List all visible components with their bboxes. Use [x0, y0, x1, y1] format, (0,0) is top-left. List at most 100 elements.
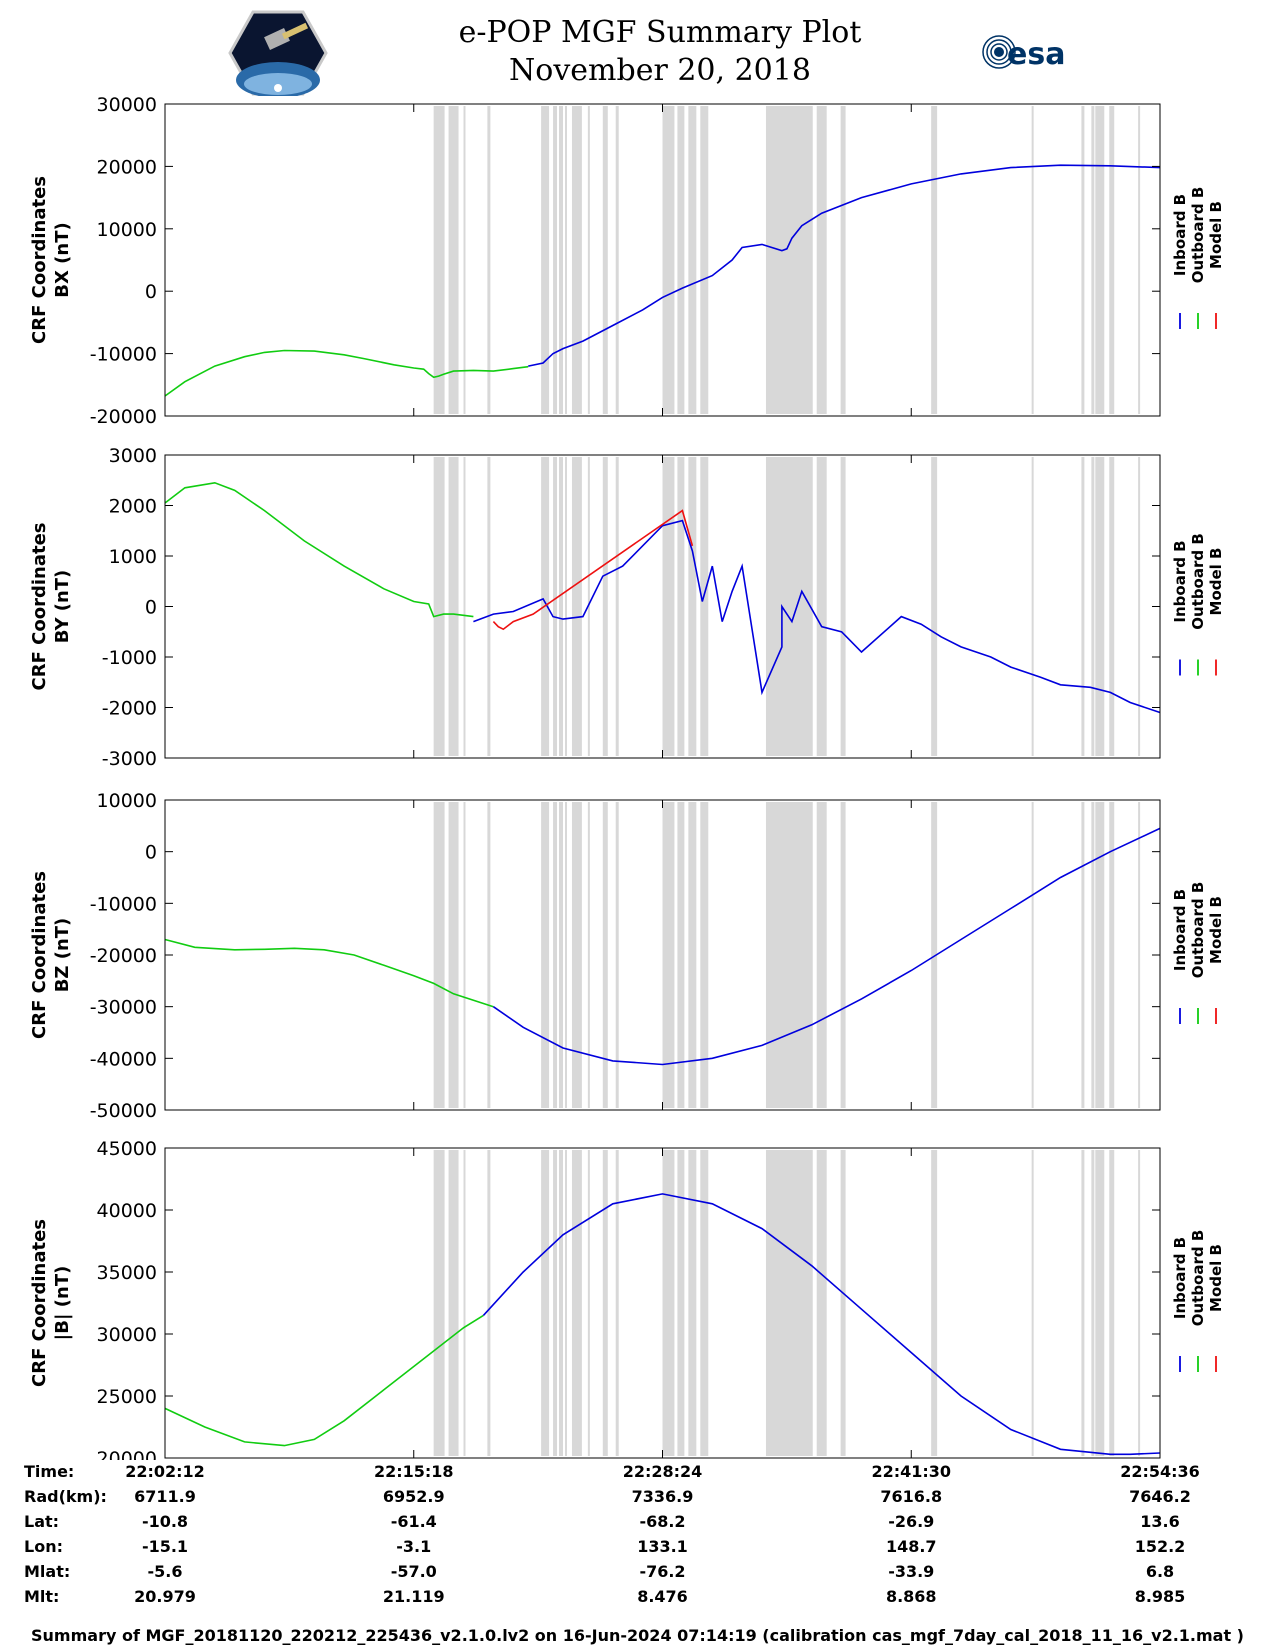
- info-cell: 22:28:24: [622, 1462, 703, 1481]
- info-cell: 133.1: [637, 1537, 688, 1556]
- y-axis-unit-label: BX (nT): [52, 222, 73, 297]
- gap-shade-22: [1091, 802, 1095, 1108]
- gap-shade-8: [571, 1150, 582, 1456]
- y-tick-label: 20000: [97, 156, 157, 178]
- gap-shade-2: [463, 1150, 466, 1456]
- info-table: Time: Rad(km): Lat: Lon: Mlat: Mlt: 22:02:12 67…: [0, 1462, 1275, 1622]
- gap-shade-8: [571, 802, 582, 1108]
- plot-title: e-POP MGF Summary Plot: [458, 15, 862, 50]
- gap-shade-24: [1109, 457, 1115, 756]
- legend-label-inboard: Inboard B: [1171, 1237, 1189, 1319]
- gap-shade-20: [1031, 802, 1034, 1108]
- gap-shade-22: [1091, 1150, 1095, 1456]
- cassiope-logo: [228, 10, 328, 100]
- y-tick-label: -1000: [102, 647, 157, 669]
- info-cell: 6.8: [1145, 1562, 1175, 1581]
- gap-shade-13: [677, 457, 685, 756]
- gap-shade-9: [587, 457, 590, 756]
- gap-shade-16: [765, 457, 813, 756]
- info-cell: -5.6: [147, 1562, 183, 1581]
- series-inboard-b: [492, 827, 1161, 1066]
- y-tick-label: -20000: [90, 406, 157, 428]
- gap-shade-3: [487, 802, 491, 1108]
- gap-shade-5: [553, 106, 558, 414]
- gap-shade-9: [587, 106, 590, 414]
- y-axis-unit-label: BY (nT): [52, 570, 73, 644]
- esa-logo: esa: [975, 30, 1065, 84]
- gap-shade-12: [662, 1150, 675, 1456]
- gap-shade-21: [1081, 1150, 1085, 1456]
- y-axis-label: CRF Coordinates: [29, 523, 50, 691]
- y-axis-label: CRF Coordinates: [29, 1219, 50, 1387]
- gap-shade-25: [1138, 106, 1141, 414]
- gap-shade-4: [541, 106, 550, 414]
- gap-shade-17: [816, 1150, 827, 1456]
- gap-shade-18: [840, 106, 846, 414]
- y-tick-label: 25000: [97, 1386, 157, 1408]
- series-inboard-b: [473, 519, 1161, 714]
- gap-shade-22: [1091, 457, 1095, 756]
- legend-label-inboard: Inboard B: [1171, 540, 1189, 622]
- gap-shade-23: [1095, 457, 1105, 756]
- title-block: e-POP MGF Summary Plot November 20, 2018: [380, 14, 940, 90]
- info-cell: 22:54:36: [1120, 1462, 1200, 1481]
- gap-shade-7: [564, 1150, 567, 1456]
- gap-shade-9: [587, 1150, 590, 1456]
- panel-4: 45000 40000 35000 30000 25000 20000 CRF Coordi…: [29, 1138, 1225, 1460]
- gap-shade-20: [1031, 457, 1034, 756]
- gap-shade-18: [840, 802, 846, 1108]
- gap-shade-23: [1095, 802, 1105, 1108]
- gap-shade-6: [559, 1150, 563, 1456]
- info-cell: -26.9: [888, 1512, 935, 1531]
- gap-shade-10: [602, 802, 608, 1108]
- gap-shade-10: [602, 106, 608, 414]
- gap-shade-19: [931, 1150, 938, 1456]
- esa-logo-text: esa: [1007, 37, 1065, 72]
- series-model-b: [492, 509, 694, 631]
- gap-shade-11: [615, 802, 619, 1108]
- info-cell: -10.8: [141, 1512, 189, 1531]
- gap-shade-8: [571, 106, 582, 414]
- info-cell: 8.985: [1134, 1587, 1186, 1606]
- y-tick-label: 40000: [97, 1200, 157, 1222]
- info-cell: -57.0: [390, 1562, 437, 1581]
- info-cell: 8.868: [885, 1587, 937, 1606]
- gap-shade-16: [765, 1150, 813, 1456]
- gap-shade-0: [433, 457, 445, 756]
- info-cell: 7646.2: [1129, 1487, 1191, 1506]
- info-row-label: Rad(km):: [24, 1487, 107, 1506]
- gap-shade-14: [688, 802, 697, 1108]
- info-cell: -68.2: [639, 1512, 686, 1531]
- y-tick-label: 2000: [109, 496, 157, 518]
- y-tick-label: 30000: [97, 1324, 157, 1346]
- info-cell: 13.6: [1140, 1512, 1180, 1531]
- y-tick-label: 0: [145, 842, 157, 864]
- gap-shade-20: [1031, 1150, 1034, 1456]
- gap-shade-1: [448, 106, 459, 414]
- y-axis-unit-label: |B| (nT): [52, 1266, 73, 1341]
- y-tick-label: -2000: [102, 698, 157, 720]
- info-cell: 7616.8: [880, 1487, 943, 1506]
- info-cell: -3.1: [396, 1537, 432, 1556]
- gap-shade-17: [816, 802, 827, 1108]
- y-tick-label: 0: [145, 597, 157, 619]
- y-tick-label: 1000: [109, 546, 157, 568]
- series-outboard-b: [164, 938, 494, 1008]
- info-cell: 6711.9: [134, 1487, 196, 1506]
- gap-shade-24: [1109, 1150, 1115, 1456]
- info-cell: 6952.9: [382, 1487, 445, 1506]
- legend-label-model: Model B: [1207, 1244, 1225, 1312]
- info-cell: 152.2: [1134, 1537, 1186, 1556]
- gap-shade-4: [541, 1150, 550, 1456]
- gap-shade-22: [1091, 106, 1095, 414]
- info-cell: 7336.9: [631, 1487, 694, 1506]
- y-tick-label: 30000: [97, 94, 157, 116]
- legend-label-model: Model B: [1207, 896, 1225, 964]
- panel-3: 10000 0 -10000 -20000 -30000 -40000 -50000 CRF …: [29, 790, 1225, 1122]
- y-tick-label: 0: [145, 281, 157, 303]
- gap-shade-21: [1081, 106, 1085, 414]
- legend-label-outboard: Outboard B: [1189, 1230, 1207, 1327]
- y-tick-label: -10000: [90, 344, 157, 366]
- y-axis-unit-label: BZ (nT): [52, 918, 73, 993]
- info-row-label: Lat:: [24, 1512, 60, 1531]
